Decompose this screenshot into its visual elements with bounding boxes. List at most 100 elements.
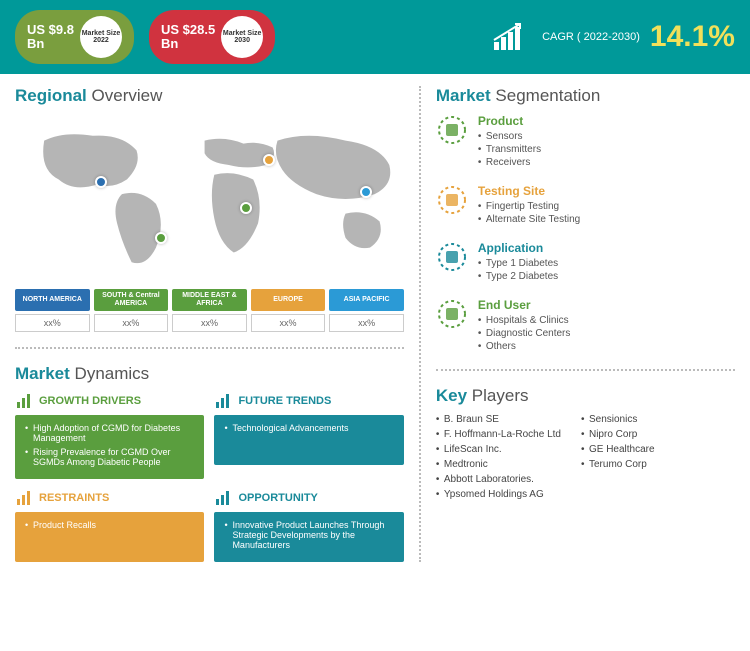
segmentation-groups: Product Sensors Transmitters Receivers Tes…: [436, 114, 735, 354]
players-title: Key Players: [436, 386, 735, 406]
players-col1: B. Braun SE F. Hoffmann-La-Roche Ltd LifeS…: [436, 414, 561, 504]
dynamics-body: Technological Advancements: [214, 415, 403, 465]
region-name: ASIA PACIFIC: [329, 289, 404, 311]
dynamics-block: OPPORTUNITY Innovative Product Launches …: [214, 489, 403, 562]
dynamics-icon: [15, 489, 33, 507]
dynamics-body: Product Recalls: [15, 512, 204, 562]
region-box: EUROPE xx%: [251, 289, 326, 332]
segmentation-icon: [436, 298, 468, 330]
region-pct: xx%: [329, 314, 404, 332]
player-item: Abbott Laboratories.: [436, 474, 561, 485]
dynamics-block-title: OPPORTUNITY: [238, 492, 317, 504]
segmentation-item: Diagnostic Centers: [478, 328, 570, 339]
segmentation-group-title: Testing Site: [478, 184, 580, 198]
region-boxes: NORTH AMERICA xx%SOUTH & Central AMERICA…: [15, 289, 404, 332]
pill2-label: Market Size 2030: [221, 16, 263, 58]
dynamics-title: Market Dynamics: [15, 364, 404, 384]
segmentation-icon: [436, 241, 468, 273]
pill1-value: US $9.8 Bn: [27, 23, 74, 52]
segmentation-group-title: End User: [478, 298, 570, 312]
dynamics-block: RESTRAINTS Product Recalls: [15, 489, 204, 562]
segmentation-item: Type 2 Diabetes: [478, 271, 558, 282]
segmentation-block: Application Type 1 Diabetes Type 2 Diabet…: [436, 241, 735, 284]
dynamics-block-title: FUTURE TRENDS: [238, 395, 331, 407]
main-content: Regional Overview NORTH AMERICA xx%SOUTH…: [0, 74, 750, 574]
region-pct: xx%: [15, 314, 90, 332]
map-pin: [155, 232, 167, 244]
segmentation-item: Sensors: [478, 131, 541, 142]
segmentation-item: Transmitters: [478, 144, 541, 155]
player-item: Nipro Corp: [581, 429, 655, 440]
player-item: Ypsomed Holdings AG: [436, 489, 561, 500]
right-column: Market Segmentation Product Sensors Trans…: [419, 86, 735, 562]
segmentation-item: Fingertip Testing: [478, 201, 580, 212]
player-item: Medtronic: [436, 459, 561, 470]
region-name: NORTH AMERICA: [15, 289, 90, 311]
dynamics-body: Innovative Product Launches Through Stra…: [214, 512, 403, 562]
region-box: SOUTH & Central AMERICA xx%: [94, 289, 169, 332]
pill1-label: Market Size 2022: [80, 16, 122, 58]
segmentation-item: Type 1 Diabetes: [478, 258, 558, 269]
regional-title: Regional Overview: [15, 86, 404, 106]
segmentation-block: Testing Site Fingertip Testing Alternate …: [436, 184, 735, 227]
segmentation-block: Product Sensors Transmitters Receivers: [436, 114, 735, 170]
cagr-section: CAGR ( 2022-2030) 14.1%: [492, 20, 735, 54]
map-svg: [15, 114, 404, 284]
player-item: B. Braun SE: [436, 414, 561, 425]
dynamics-item: Product Recalls: [25, 520, 194, 530]
dynamics-item: Rising Prevalence for CGMD Over SGMDs Am…: [25, 447, 194, 467]
dynamics-item: High Adoption of CGMD for Diabetes Manag…: [25, 423, 194, 443]
divider: [15, 347, 404, 349]
divider: [436, 369, 735, 371]
map-pin: [263, 154, 275, 166]
region-name: EUROPE: [251, 289, 326, 311]
players-col2: Sensionics Nipro Corp GE Healthcare Terumo …: [581, 414, 655, 504]
top-banner: US $9.8 Bn Market Size 2022 US $28.5 Bn …: [0, 0, 750, 74]
player-item: LifeScan Inc.: [436, 444, 561, 455]
dynamics-item: Technological Advancements: [224, 423, 393, 433]
player-item: F. Hoffmann-La-Roche Ltd: [436, 429, 561, 440]
left-column: Regional Overview NORTH AMERICA xx%SOUTH…: [15, 86, 404, 562]
segmentation-title: Market Segmentation: [436, 86, 735, 106]
segmentation-group-title: Application: [478, 241, 558, 255]
segmentation-item: Receivers: [478, 157, 541, 168]
segmentation-item: Alternate Site Testing: [478, 214, 580, 225]
map-pin: [95, 176, 107, 188]
region-pct: xx%: [94, 314, 169, 332]
dynamics-icon: [214, 392, 232, 410]
region-pct: xx%: [251, 314, 326, 332]
segmentation-group-title: Product: [478, 114, 541, 128]
pill2-value: US $28.5 Bn: [161, 23, 215, 52]
key-players-list: B. Braun SE F. Hoffmann-La-Roche Ltd LifeS…: [436, 414, 735, 504]
segmentation-item: Hospitals & Clinics: [478, 315, 570, 326]
region-name: MIDDLE EAST & AFRICA: [172, 289, 247, 311]
cagr-value: 14.1%: [650, 20, 735, 54]
dynamics-icon: [214, 489, 232, 507]
dynamics-item: Innovative Product Launches Through Stra…: [224, 520, 393, 550]
dynamics-block-title: RESTRAINTS: [39, 492, 109, 504]
map-pin: [360, 186, 372, 198]
cagr-label: CAGR ( 2022-2030): [542, 31, 640, 43]
map-pin: [240, 202, 252, 214]
growth-chart-icon: [492, 22, 532, 52]
player-item: GE Healthcare: [581, 444, 655, 455]
region-pct: xx%: [172, 314, 247, 332]
market-size-2022-pill: US $9.8 Bn Market Size 2022: [15, 10, 134, 64]
player-item: Terumo Corp: [581, 459, 655, 470]
segmentation-icon: [436, 184, 468, 216]
segmentation-icon: [436, 114, 468, 146]
world-map: [15, 114, 404, 284]
region-box: NORTH AMERICA xx%: [15, 289, 90, 332]
region-box: ASIA PACIFIC xx%: [329, 289, 404, 332]
dynamics-body: High Adoption of CGMD for Diabetes Manag…: [15, 415, 204, 479]
dynamics-block-title: GROWTH DRIVERS: [39, 395, 141, 407]
market-size-2030-pill: US $28.5 Bn Market Size 2030: [149, 10, 275, 64]
player-item: Sensionics: [581, 414, 655, 425]
dynamics-grid: GROWTH DRIVERS High Adoption of CGMD for…: [15, 392, 404, 562]
segmentation-block: End User Hospitals & Clinics Diagnostic C…: [436, 298, 735, 354]
region-name: SOUTH & Central AMERICA: [94, 289, 169, 311]
dynamics-block: FUTURE TRENDS Technological Advancements: [214, 392, 403, 479]
segmentation-item: Others: [478, 341, 570, 352]
dynamics-icon: [15, 392, 33, 410]
dynamics-block: GROWTH DRIVERS High Adoption of CGMD for…: [15, 392, 204, 479]
